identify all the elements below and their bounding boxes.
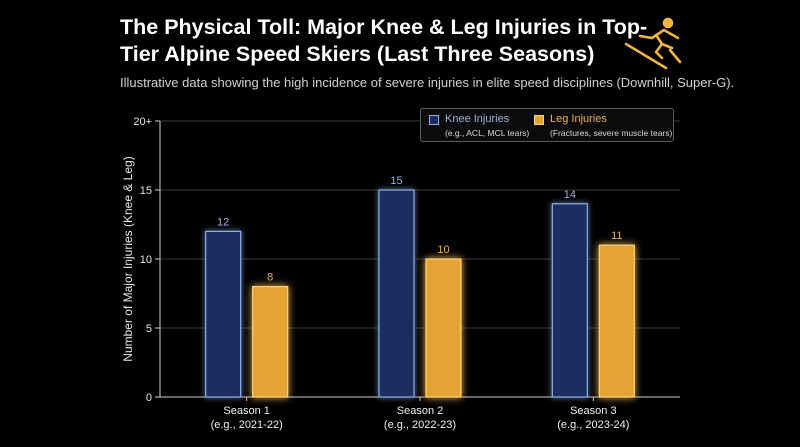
bar-leg-3 [598, 244, 635, 398]
data-label-leg-3: 11 [611, 230, 622, 242]
bar-leg-1 [252, 286, 289, 398]
bar-leg-2 [425, 258, 462, 398]
x-tick-sublabel: (e.g., 2021-22) [211, 419, 283, 431]
data-label-knee-2: 15 [390, 175, 402, 187]
legend-label-leg: Leg Injuries [550, 113, 607, 125]
chart-legend: Knee Injuries (e.g., ACL, MCL tears) Leg… [420, 108, 674, 142]
x-tick-label: Season 3 [570, 405, 616, 417]
legend-swatch-leg [534, 115, 544, 125]
bar-knee-3 [551, 203, 588, 398]
y-tick-label: 0 [146, 392, 152, 404]
data-label-knee-1: 12 [217, 216, 229, 228]
bar-knee-2 [378, 189, 415, 398]
x-tick-label: Season 1 [223, 405, 269, 417]
y-axis-label: Number of Major Injuries (Knee & Leg) [121, 156, 135, 361]
chart-subtitle: Illustrative data showing the high incid… [120, 75, 735, 90]
bar-knee-1 [205, 230, 242, 398]
y-tick-label: 15 [140, 185, 152, 197]
downhill-skier-icon [624, 17, 682, 70]
data-label-knee-3: 14 [564, 189, 576, 201]
legend-note-knee: (e.g., ACL, MCL tears) [445, 128, 530, 138]
x-tick-label: Season 2 [397, 405, 443, 417]
y-tick-label: 10 [140, 254, 152, 266]
x-tick-sublabel: (e.g., 2022-23) [384, 419, 456, 431]
legend-swatch-knee [429, 115, 439, 125]
data-label-leg-2: 10 [437, 244, 449, 256]
y-tick-label: 20+ [133, 116, 152, 128]
chart-title: The Physical Toll: Major Knee & Leg Inju… [120, 15, 648, 66]
x-tick-sublabel: (e.g., 2023-24) [557, 419, 629, 431]
legend-label-knee: Knee Injuries [445, 113, 510, 125]
data-label-leg-1: 8 [267, 272, 273, 284]
legend-note-leg: (Fractures, severe muscle tears) [550, 128, 673, 138]
y-tick-label: 5 [146, 323, 152, 335]
